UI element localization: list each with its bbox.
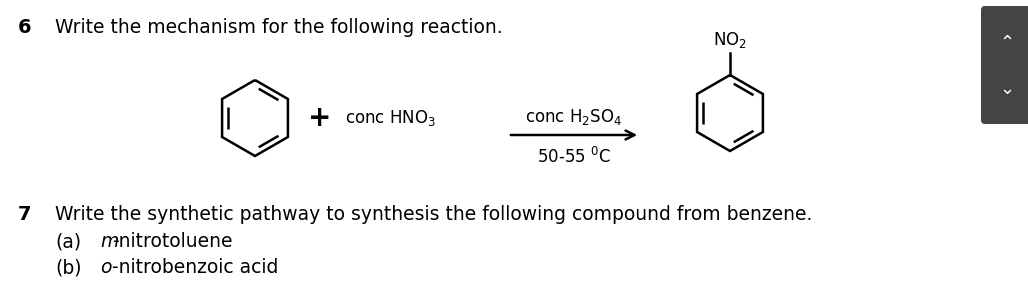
Text: m: m [100,232,118,251]
Text: conc H$_2$SO$_4$: conc H$_2$SO$_4$ [525,107,623,127]
Text: 6: 6 [19,18,32,37]
Text: o: o [100,258,111,277]
Text: 7: 7 [19,205,32,224]
Text: (a): (a) [56,232,81,251]
Text: -nitrotoluene: -nitrotoluene [112,232,232,251]
Text: NO$_2$: NO$_2$ [713,30,747,50]
Text: +: + [308,104,332,132]
Text: conc HNO$_3$: conc HNO$_3$ [345,108,436,128]
Text: Write the mechanism for the following reaction.: Write the mechanism for the following re… [56,18,503,37]
FancyBboxPatch shape [981,6,1028,124]
Text: ⌄: ⌄ [999,80,1014,98]
Text: (b): (b) [56,258,81,277]
Text: Write the synthetic pathway to synthesis the following compound from benzene.: Write the synthetic pathway to synthesis… [56,205,812,224]
Text: ⌃: ⌃ [999,34,1014,52]
Text: -nitrobenzoic acid: -nitrobenzoic acid [112,258,279,277]
Text: 50-55 $^0$C: 50-55 $^0$C [537,147,612,167]
